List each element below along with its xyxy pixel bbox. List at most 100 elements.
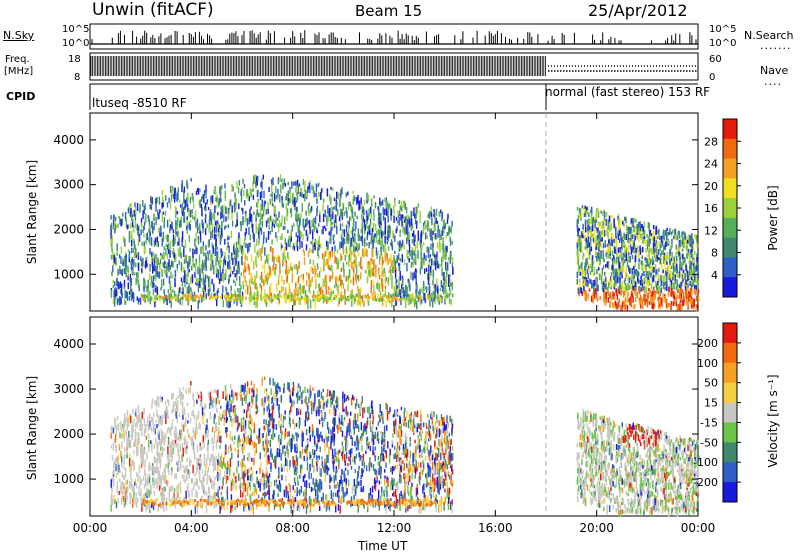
power-cell [313,294,316,298]
power-cell [145,239,147,246]
power-cell [368,229,370,235]
power-cell [684,239,686,245]
power-cell [382,268,384,278]
power-cell [128,256,130,263]
velocity-cell [164,400,167,406]
velocity-cell [439,481,442,490]
power-cell [251,276,253,282]
power-cell [234,195,236,204]
power-cell [428,259,430,266]
power-cell [181,230,184,240]
power-cell [257,201,259,208]
power-cell [603,223,605,230]
power-cell [664,281,666,286]
power-cell [386,260,388,266]
power-cell [415,288,417,295]
power-cell [335,294,338,298]
power-cell [436,220,439,224]
power-cell [384,289,386,296]
power-cell [647,292,649,299]
power-cell [426,235,429,239]
power-cell [308,284,310,293]
power-cell [325,240,328,247]
power-cell [627,254,630,261]
power-cell [189,210,192,218]
power-cell [130,294,133,302]
power-cell [318,283,320,292]
power-cell [658,257,660,261]
velocity-cell [311,458,314,468]
power-cell [215,296,217,300]
velocity-cell [203,442,205,449]
power-cell [229,199,232,207]
power-cell [130,261,132,265]
power-cell [172,289,174,293]
power-cell [635,229,637,236]
power-cell [220,212,222,220]
velocity-cell [262,446,264,450]
power-cell [690,303,693,308]
power-cell [441,256,443,264]
power-cell [184,239,187,249]
power-cell [413,230,415,237]
velocity-cell [438,448,440,457]
power-cell [181,280,183,287]
power-cell [357,245,359,252]
velocity-cell [311,405,313,415]
power-cell [229,300,231,308]
power-cell [282,260,284,267]
power-cell [397,220,399,224]
power-cell [383,267,386,273]
power-cell [427,227,429,232]
power-cell [310,279,312,288]
power-cell [429,256,431,261]
power-cell [676,234,678,241]
power-cell [355,246,358,251]
power-cell [115,224,118,229]
velocity-cell [215,389,217,394]
power-cell [119,281,122,289]
power-cell [322,198,325,203]
power-cell [280,222,282,227]
power-cell [576,245,579,252]
power-cell [583,229,585,236]
power-cell [631,229,633,236]
power-cell [113,255,115,264]
power-cell [651,235,654,242]
power-cell [629,284,631,290]
power-cell [131,214,134,218]
power-cell [408,279,410,288]
power-cell [143,277,145,283]
power-cell [624,247,626,255]
power-cell [678,246,680,250]
power-cell [140,229,142,236]
power-cell [344,296,346,300]
power-cell [272,264,274,271]
power-cell [632,221,634,228]
power-cell [169,202,172,210]
power-cell [154,301,156,308]
power-cell [315,192,317,197]
power-cell [614,268,617,276]
power-cell [390,242,392,246]
velocity-cell [291,433,294,443]
power-cell [380,225,382,233]
power-cell [679,263,681,271]
power-cell [223,214,225,223]
power-cell [438,236,441,245]
power-cell [299,219,301,226]
power-cell [224,294,227,298]
power-cell [310,208,312,214]
power-cell [181,238,183,247]
power-cell [273,256,275,266]
power-cell [329,275,331,283]
power-cell [261,249,263,254]
velocity-cell [110,504,112,512]
power-cell [644,286,647,292]
power-cell [361,226,364,236]
power-cell [359,289,361,298]
power-cell [157,213,159,221]
velocity-cell [415,487,418,497]
power-cell [220,206,222,214]
velocity-cell [250,380,253,386]
